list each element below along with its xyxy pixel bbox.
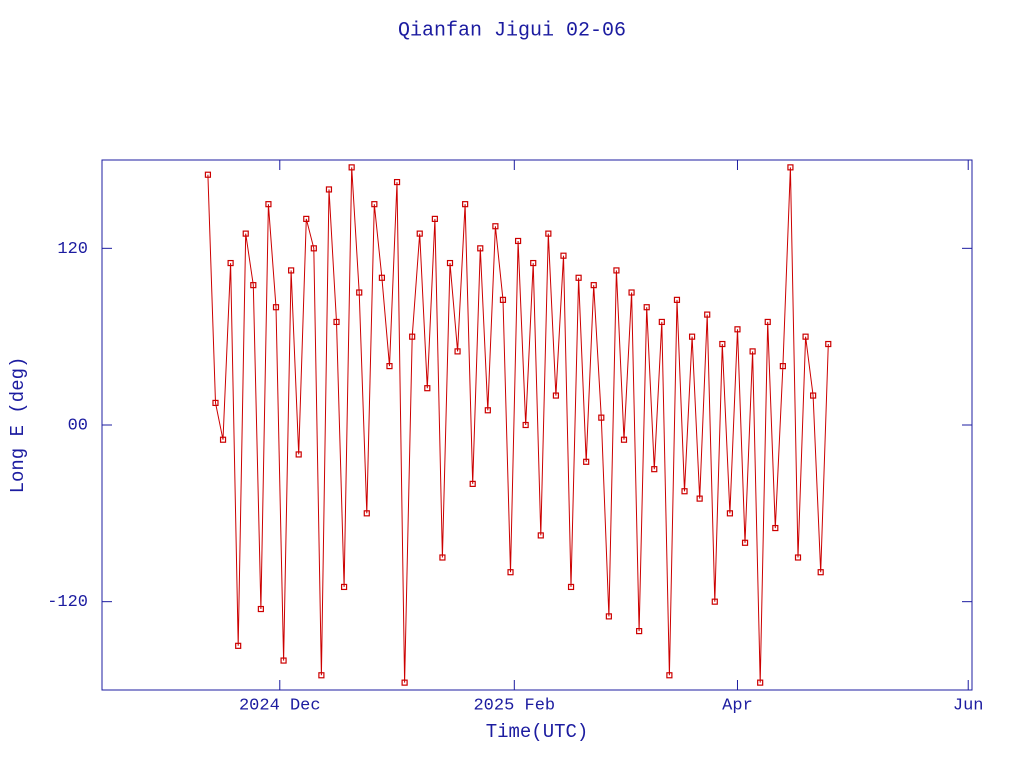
data-point	[666, 672, 673, 679]
data-point	[673, 296, 681, 303]
data-point	[333, 318, 340, 326]
data-point	[567, 583, 575, 591]
data-point	[537, 532, 544, 539]
data-point	[734, 326, 741, 333]
x-tick-label: 2025 Feb	[473, 696, 555, 715]
data-point	[348, 164, 355, 171]
y-tick-label: -120	[47, 593, 88, 612]
data-point	[303, 215, 310, 222]
data-point	[794, 554, 802, 561]
data-point	[250, 282, 257, 289]
data-point	[409, 333, 416, 340]
data-point	[613, 267, 620, 274]
data-point	[688, 333, 696, 340]
data-point	[477, 245, 484, 252]
y-tick-label: 120	[57, 240, 88, 259]
data-point	[318, 672, 325, 679]
data-point	[552, 392, 560, 399]
data-point	[787, 164, 794, 171]
data-point	[416, 230, 423, 237]
data-point	[741, 539, 749, 546]
data-point	[514, 237, 522, 245]
data-point	[726, 510, 734, 517]
data-point	[620, 436, 628, 443]
data-point	[242, 230, 249, 237]
data-point	[575, 274, 582, 281]
data-point	[265, 201, 272, 208]
data-point	[446, 259, 454, 267]
data-point	[590, 282, 597, 289]
data-point	[227, 259, 234, 267]
data-point	[658, 318, 665, 326]
data-point	[272, 304, 280, 311]
data-point	[393, 178, 401, 186]
data-point	[711, 598, 718, 605]
data-point	[704, 311, 711, 318]
data-point	[356, 289, 363, 296]
data-point	[492, 223, 499, 230]
data-point	[810, 392, 817, 399]
data-point	[386, 363, 393, 370]
data-point	[605, 613, 612, 620]
y-axis-label: Long E (deg)	[7, 357, 29, 494]
x-tick-label: Apr	[722, 696, 753, 715]
data-point	[439, 554, 446, 561]
data-point	[257, 605, 264, 613]
data-point	[325, 186, 333, 193]
data-point	[288, 267, 295, 274]
data-point	[651, 466, 658, 473]
chart-title: Qianfan Jigui 02-06	[398, 19, 626, 42]
data-line	[207, 167, 829, 683]
data-point	[598, 414, 605, 421]
data-point	[825, 340, 832, 348]
data-point	[462, 201, 469, 208]
data-point	[499, 296, 507, 303]
data-point	[484, 407, 491, 414]
data-point	[378, 274, 386, 281]
data-point	[681, 488, 688, 495]
data-point	[310, 245, 317, 252]
data-point	[363, 510, 370, 517]
data-point	[628, 289, 635, 296]
data-point	[749, 348, 756, 355]
data-point	[212, 399, 219, 407]
data-point	[772, 524, 779, 532]
data-point	[204, 171, 212, 178]
data-point	[401, 679, 408, 686]
data-point	[340, 583, 348, 591]
y-tick-label: 00	[68, 416, 88, 435]
data-point	[371, 201, 378, 208]
data-point	[280, 657, 287, 664]
data-point	[583, 458, 590, 465]
data-point	[802, 333, 809, 340]
data-point	[219, 436, 227, 443]
data-point	[696, 495, 703, 502]
data-point	[424, 385, 431, 392]
data-point	[757, 679, 764, 686]
data-point	[522, 421, 529, 429]
data-point	[560, 252, 567, 259]
plot-frame	[101, 159, 973, 691]
data-point	[545, 230, 552, 237]
data-point	[817, 569, 824, 576]
data-point	[636, 628, 643, 635]
data-point	[530, 259, 537, 267]
data-point	[764, 318, 771, 326]
data-point	[779, 363, 786, 370]
data-point	[643, 304, 650, 311]
data-point	[235, 642, 242, 649]
data-point	[431, 215, 438, 222]
data-point	[719, 340, 726, 348]
data-point	[295, 451, 302, 458]
data-point	[454, 348, 461, 355]
x-tick-label: 2024 Dec	[239, 696, 321, 715]
data-point	[469, 480, 476, 487]
x-tick-label: Jun	[953, 696, 984, 715]
x-axis-label: Time(UTC)	[486, 721, 589, 743]
data-point	[507, 569, 514, 576]
